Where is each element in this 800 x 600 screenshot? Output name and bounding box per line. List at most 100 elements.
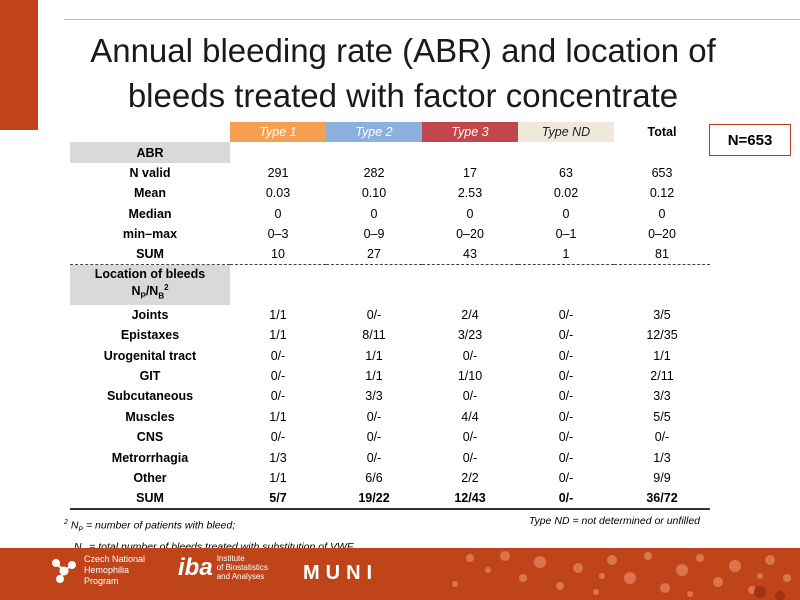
table-cell: 27 xyxy=(326,244,422,266)
location-sublabel: NP/NB2 xyxy=(131,282,169,301)
table-row: min–max 0–3 0–9 0–20 0–1 0–20 xyxy=(70,224,710,244)
table-cell: 17 xyxy=(463,165,477,180)
table-cell: 0/- xyxy=(558,409,574,424)
row-label: Other xyxy=(133,471,167,486)
table-row: N valid 291 282 17 63 653 xyxy=(70,163,710,183)
table-cell: 81 xyxy=(614,244,710,266)
table-cell: 36/72 xyxy=(614,488,710,510)
table-cell: 1 xyxy=(518,244,614,266)
table-cell: 0/- xyxy=(558,348,574,363)
table-row: Muscles 1/1 0/- 4/4 0/- 5/5 xyxy=(70,407,710,427)
table-cell: 0/- xyxy=(558,307,574,322)
table-row: Urogenital tract 0/- 1/1 0/- 0/- 1/1 xyxy=(70,346,710,366)
row-label: Muscles xyxy=(125,409,175,424)
table-cell: 1/1 xyxy=(365,369,383,384)
table-cell: 12/35 xyxy=(646,328,678,343)
row-label: CNS xyxy=(136,430,164,445)
table-cell: 0/- xyxy=(654,430,670,445)
table-cell: 2.53 xyxy=(457,186,483,201)
header-row: Type 1 Type 2 Type 3 Type ND Total xyxy=(70,122,710,143)
sample-size-badge: N=653 xyxy=(709,124,791,156)
table-cell: 0.03 xyxy=(265,186,291,201)
table-cell: 0/- xyxy=(558,389,574,404)
title-line-2: bleeds treated with factor concentrate xyxy=(127,77,679,114)
table-cell: 0–1 xyxy=(555,227,577,242)
header-empty xyxy=(70,122,230,142)
table-cell: 0/- xyxy=(270,389,286,404)
location-rows: Joints 1/1 0/- 2/4 0/- 3/5 Epistaxes 1/1 8/11 3/2… xyxy=(70,305,710,510)
table-cell: 8/11 xyxy=(362,328,386,343)
table-row: Subcutaneous 0/- 3/3 0/- 0/- 3/3 xyxy=(70,386,710,406)
slide-title: Annual bleeding rate (ABR) and location … xyxy=(38,28,768,118)
table-cell: 0–3 xyxy=(267,227,289,242)
table-row: GIT 0/- 1/1 1/10 0/- 2/11 xyxy=(70,366,710,386)
section-row-abr: ABR xyxy=(70,142,710,163)
row-label: Metrorrhagia xyxy=(111,450,189,465)
table-cell: 19/22 xyxy=(326,488,422,510)
table-cell: 1/1 xyxy=(269,471,287,486)
table-cell: 0 xyxy=(562,206,570,221)
table-cell: 2/2 xyxy=(461,471,479,486)
row-label: GIT xyxy=(139,369,161,384)
header-type-2: Type 2 xyxy=(326,122,422,143)
table-cell: 0–20 xyxy=(648,227,676,242)
row-label: Subcutaneous xyxy=(106,389,194,404)
abr-rows: N valid 291 282 17 63 653 Mean 0.03 0.10 2.53 0.02… xyxy=(70,163,710,266)
table-cell: 0.12 xyxy=(649,186,675,201)
table-cell: 2/4 xyxy=(461,307,479,322)
table-cell: 0/- xyxy=(270,430,286,445)
iba-line-2: of Biostatistics xyxy=(216,563,268,572)
table-cell: 1/10 xyxy=(457,369,483,384)
row-label: Joints xyxy=(131,307,169,322)
table-cell: 0 xyxy=(274,206,282,221)
row-label: SUM xyxy=(70,244,230,266)
table-cell: 0/- xyxy=(558,369,574,384)
iba-logo-mark: iba xyxy=(178,554,213,581)
iba-line-1: Institute xyxy=(216,554,245,563)
table-cell: 5/7 xyxy=(230,488,326,510)
table-cell: 4/4 xyxy=(461,409,479,424)
table-cell: 1/3 xyxy=(269,450,287,465)
table-row: Joints 1/1 0/- 2/4 0/- 3/5 xyxy=(70,305,710,325)
table-cell: 0/- xyxy=(366,307,382,322)
table-cell: 0 xyxy=(658,206,666,221)
table-row: Median 0 0 0 0 0 xyxy=(70,204,710,224)
top-divider xyxy=(64,19,800,20)
table-cell: 0/- xyxy=(270,369,286,384)
row-label: Mean xyxy=(134,186,166,201)
cnhp-line-1: Czech National xyxy=(84,554,146,564)
header-type-3: Type 3 xyxy=(422,122,518,143)
table-row: Metrorrhagia 1/3 0/- 0/- 0/- 1/3 xyxy=(70,447,710,467)
table-cell: 3/5 xyxy=(653,307,671,322)
network-icon xyxy=(52,558,76,583)
table-row: Mean 0.03 0.10 2.53 0.02 0.12 xyxy=(70,183,710,203)
table-cell: 282 xyxy=(363,165,385,180)
table-cell: 653 xyxy=(651,165,673,180)
table-cell: 12/43 xyxy=(422,488,518,510)
table-cell: 0/- xyxy=(462,450,478,465)
table-cell: 0 xyxy=(466,206,474,221)
table-cell: 0/- xyxy=(366,409,382,424)
table-cell: 0/- xyxy=(558,430,574,445)
location-label: Location of bleeds xyxy=(94,266,206,281)
table-cell: 1/1 xyxy=(365,348,383,363)
header-type-nd: Type ND xyxy=(518,122,614,143)
footer-bar: Czech National Hemophilia Program iba In… xyxy=(0,548,800,600)
section-label-abr: ABR xyxy=(70,142,230,163)
table-cell: 1/1 xyxy=(653,348,671,363)
footnote-right: Type ND = not determined or unfilled xyxy=(528,515,700,527)
table-cell: 6/6 xyxy=(365,471,383,486)
cnhp-logo-text: Czech National Hemophilia Program xyxy=(84,554,145,587)
table-cell: 0/- xyxy=(558,450,574,465)
table-cell: 0/- xyxy=(366,450,382,465)
table-cell: 1/1 xyxy=(269,409,287,424)
table-cell: 0/- xyxy=(462,389,478,404)
header-total: Total xyxy=(647,125,677,140)
table-cell: 0/- xyxy=(270,348,286,363)
table-cell: 2/11 xyxy=(650,369,674,384)
table-cell: 0/- xyxy=(558,471,574,486)
row-label: min–max xyxy=(122,227,178,242)
table-cell: 0–20 xyxy=(456,227,484,242)
table-row: Other 1/1 6/6 2/2 0/- 9/9 xyxy=(70,468,710,488)
table-cell: 1/3 xyxy=(653,450,671,465)
